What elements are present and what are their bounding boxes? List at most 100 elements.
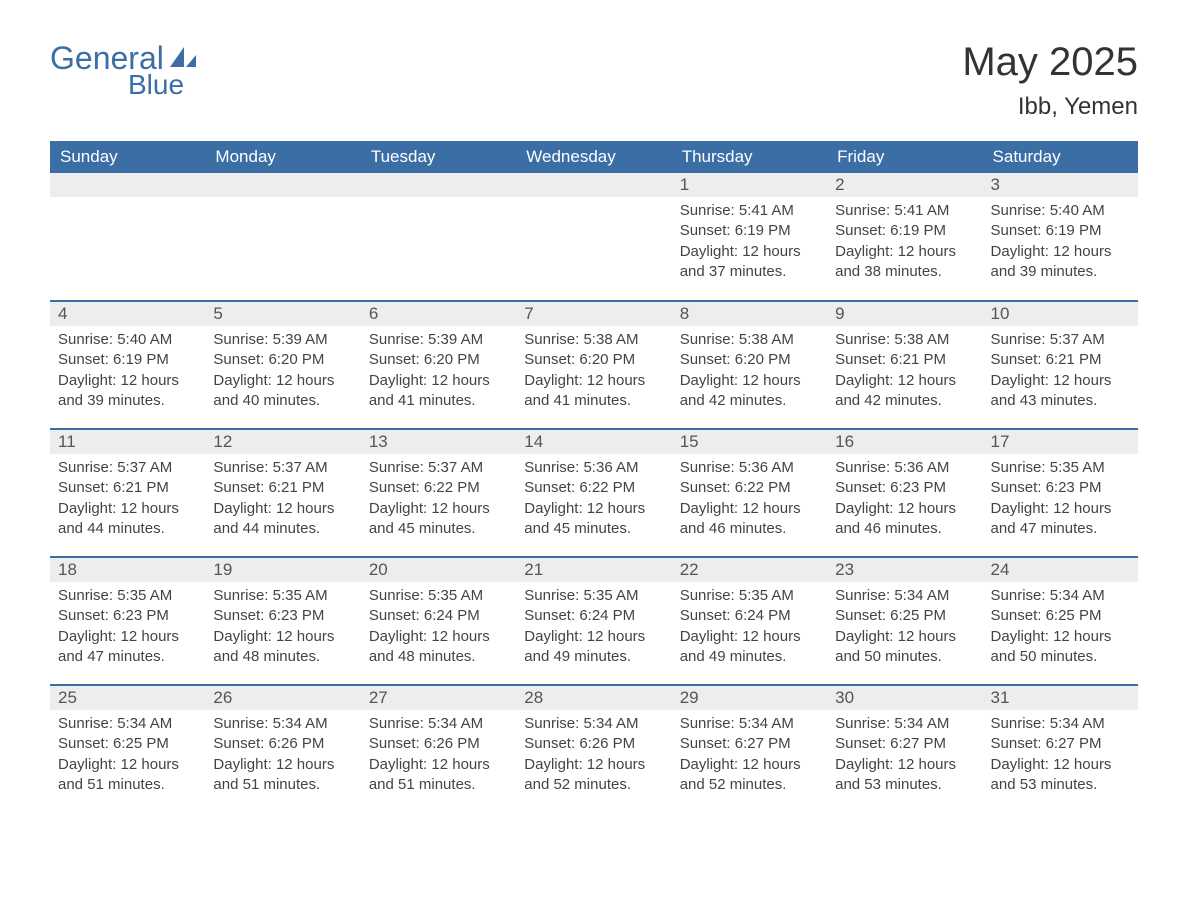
day-info-line: Sunset: 6:23 PM — [991, 478, 1130, 498]
day-info: Sunrise: 5:37 AMSunset: 6:21 PMDaylight:… — [983, 326, 1138, 419]
day-info-line: Sunset: 6:24 PM — [369, 606, 508, 626]
day-info-line: Daylight: 12 hours — [369, 371, 508, 391]
calendar-day-cell: 3Sunrise: 5:40 AMSunset: 6:19 PMDaylight… — [983, 173, 1138, 301]
info-value: 12 hours — [898, 243, 956, 260]
day-info-line: Sunset: 6:21 PM — [835, 350, 974, 370]
day-info-line: Sunset: 6:22 PM — [680, 478, 819, 498]
location: Ibb, Yemen — [962, 93, 1138, 121]
info-label: Sunrise: — [680, 202, 739, 219]
calendar-day-cell: 22Sunrise: 5:35 AMSunset: 6:24 PMDayligh… — [672, 557, 827, 685]
day-info-line: and 51 minutes. — [213, 775, 352, 795]
day-info-line: Sunset: 6:27 PM — [680, 734, 819, 754]
day-info: Sunrise: 5:39 AMSunset: 6:20 PMDaylight:… — [361, 326, 516, 419]
day-info-line: Sunset: 6:19 PM — [991, 221, 1130, 241]
info-label: Sunset: — [680, 607, 735, 624]
day-info-line: and 39 minutes. — [58, 391, 197, 411]
info-label: Daylight: — [991, 372, 1054, 389]
calendar-day-cell: 23Sunrise: 5:34 AMSunset: 6:25 PMDayligh… — [827, 557, 982, 685]
day-number — [205, 173, 360, 197]
info-value: 12 hours — [742, 500, 800, 517]
day-info-line: Sunset: 6:20 PM — [524, 350, 663, 370]
info-label: Daylight: — [369, 756, 432, 773]
info-label: Sunrise: — [991, 331, 1050, 348]
calendar-day-cell: 15Sunrise: 5:36 AMSunset: 6:22 PMDayligh… — [672, 429, 827, 557]
info-label: Sunrise: — [369, 715, 428, 732]
info-label: Sunrise: — [680, 715, 739, 732]
info-label: Daylight: — [991, 628, 1054, 645]
info-value: 12 hours — [121, 756, 179, 773]
info-value: 12 hours — [898, 372, 956, 389]
day-info: Sunrise: 5:35 AMSunset: 6:24 PMDaylight:… — [361, 582, 516, 675]
info-label: Sunrise: — [213, 715, 272, 732]
info-label: Daylight: — [524, 372, 587, 389]
info-value: 6:26 PM — [424, 735, 480, 752]
weekday-header: Sunday — [50, 141, 205, 173]
info-label: Sunrise: — [835, 715, 894, 732]
info-label: Sunrise: — [58, 331, 117, 348]
day-info: Sunrise: 5:34 AMSunset: 6:25 PMDaylight:… — [50, 710, 205, 803]
info-value: 12 hours — [587, 372, 645, 389]
info-value: 6:22 PM — [735, 479, 791, 496]
calendar-day-cell: 2Sunrise: 5:41 AMSunset: 6:19 PMDaylight… — [827, 173, 982, 301]
day-info-line: and 53 minutes. — [991, 775, 1130, 795]
day-info: Sunrise: 5:34 AMSunset: 6:26 PMDaylight:… — [361, 710, 516, 803]
day-info-line: Sunrise: 5:34 AM — [680, 714, 819, 734]
info-value: 5:34 AM — [428, 715, 483, 732]
day-info-line: Sunset: 6:24 PM — [680, 606, 819, 626]
day-number — [361, 173, 516, 197]
info-label: Sunrise: — [58, 587, 117, 604]
day-info: Sunrise: 5:34 AMSunset: 6:27 PMDaylight:… — [672, 710, 827, 803]
day-number: 24 — [983, 558, 1138, 582]
info-value: 5:39 AM — [273, 331, 328, 348]
info-label: Daylight: — [835, 628, 898, 645]
info-value: 6:21 PM — [1046, 351, 1102, 368]
info-value: 5:35 AM — [583, 587, 638, 604]
info-value: 12 hours — [121, 500, 179, 517]
day-info-line: Daylight: 12 hours — [369, 499, 508, 519]
info-label: Daylight: — [213, 756, 276, 773]
day-info-line: Sunrise: 5:36 AM — [524, 458, 663, 478]
info-value: 6:24 PM — [424, 607, 480, 624]
info-label: Sunset: — [213, 607, 268, 624]
info-label: Daylight: — [58, 500, 121, 517]
day-info-line: Sunrise: 5:34 AM — [991, 586, 1130, 606]
day-info-line: Sunset: 6:19 PM — [58, 350, 197, 370]
calendar-day-cell: 19Sunrise: 5:35 AMSunset: 6:23 PMDayligh… — [205, 557, 360, 685]
info-value: 12 hours — [1053, 756, 1111, 773]
day-number: 18 — [50, 558, 205, 582]
day-info-line: and 47 minutes. — [58, 647, 197, 667]
day-number: 16 — [827, 430, 982, 454]
calendar-day-cell: 5Sunrise: 5:39 AMSunset: 6:20 PMDaylight… — [205, 301, 360, 429]
info-label: Sunrise: — [524, 715, 583, 732]
info-label: Sunset: — [369, 479, 424, 496]
calendar-day-cell: 16Sunrise: 5:36 AMSunset: 6:23 PMDayligh… — [827, 429, 982, 557]
day-info-line: Sunrise: 5:35 AM — [369, 586, 508, 606]
day-info-line: Daylight: 12 hours — [991, 499, 1130, 519]
day-number: 8 — [672, 302, 827, 326]
calendar-day-cell: 13Sunrise: 5:37 AMSunset: 6:22 PMDayligh… — [361, 429, 516, 557]
calendar-day-cell: 26Sunrise: 5:34 AMSunset: 6:26 PMDayligh… — [205, 685, 360, 813]
day-info-line: and 39 minutes. — [991, 262, 1130, 282]
info-label: Daylight: — [835, 243, 898, 260]
day-info-line: and 53 minutes. — [835, 775, 974, 795]
day-info-line: and 47 minutes. — [991, 519, 1130, 539]
day-info: Sunrise: 5:37 AMSunset: 6:21 PMDaylight:… — [205, 454, 360, 547]
info-label: Sunset: — [524, 479, 579, 496]
info-label: Sunset: — [524, 351, 579, 368]
info-label: Sunrise: — [835, 587, 894, 604]
info-value: 6:24 PM — [579, 607, 635, 624]
info-label: Daylight: — [213, 372, 276, 389]
info-value: 6:23 PM — [890, 479, 946, 496]
day-info-line: and 51 minutes. — [369, 775, 508, 795]
day-info: Sunrise: 5:38 AMSunset: 6:20 PMDaylight:… — [516, 326, 671, 419]
weekday-header: Tuesday — [361, 141, 516, 173]
day-info-line: Sunset: 6:22 PM — [524, 478, 663, 498]
info-value: 6:19 PM — [1046, 222, 1102, 239]
day-info-line: Sunset: 6:23 PM — [213, 606, 352, 626]
day-info: Sunrise: 5:34 AMSunset: 6:26 PMDaylight:… — [205, 710, 360, 803]
info-label: Daylight: — [680, 243, 743, 260]
day-number — [516, 173, 671, 197]
calendar-day-cell: 27Sunrise: 5:34 AMSunset: 6:26 PMDayligh… — [361, 685, 516, 813]
info-label: Sunset: — [213, 735, 268, 752]
info-value: 6:23 PM — [1046, 479, 1102, 496]
